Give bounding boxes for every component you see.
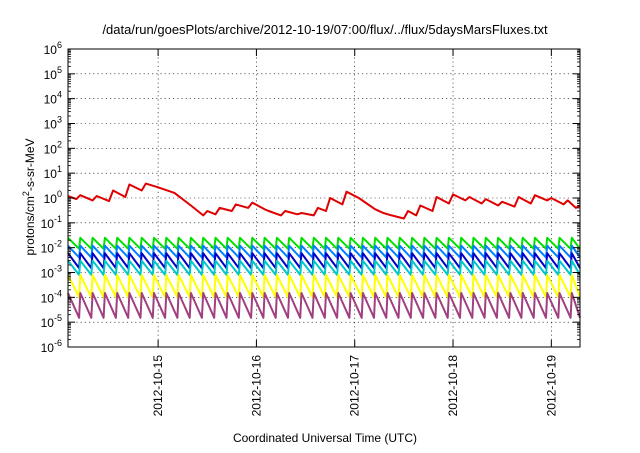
- y-tick-label: 104: [44, 90, 62, 107]
- y-tick-label: 100: [44, 189, 62, 206]
- y-tick-label: 105: [44, 65, 62, 82]
- x-tick-label: 2012-10-16: [249, 355, 263, 417]
- series-line-6: [67, 273, 581, 299]
- y-axis-label-rest: -s-sr-MeV: [23, 138, 37, 191]
- chart-title: /data/run/goesPlots/archive/2012-10-19/0…: [102, 22, 548, 37]
- y-axis-label: protons/cm2-s-sr-MeV: [21, 138, 37, 255]
- x-tick-label: 2012-10-18: [446, 355, 460, 417]
- x-tick-label: 2012-10-15: [151, 355, 165, 417]
- x-tick-label: 2012-10-17: [348, 355, 362, 417]
- grid-lines: [68, 49, 580, 347]
- y-tick-label: 10-5: [41, 313, 62, 330]
- y-tick-label: 101: [44, 164, 62, 181]
- x-tick-label: 2012-10-19: [544, 355, 558, 417]
- y-tick-label: 103: [44, 115, 62, 132]
- x-axis-label: Coordinated Universal Time (UTC): [233, 431, 417, 445]
- y-tick-label: 106: [44, 40, 62, 57]
- y-tick-label: 10-1: [41, 214, 62, 231]
- series-line-2: [67, 236, 581, 250]
- series-line-5: [67, 259, 581, 276]
- series-layer: [67, 182, 581, 319]
- series-line-7: [67, 292, 581, 319]
- y-axis-label-main: protons/cm: [23, 196, 37, 255]
- y-tick-label: 102: [44, 139, 62, 156]
- y-tick-label: 10-4: [41, 288, 62, 305]
- y-axis: 10-6 10-5 10-4 10-3 10-2 10-1 100 101 102 103 104 1…: [41, 40, 580, 355]
- series-line-1: [67, 182, 581, 220]
- y-tick-label: 10-6: [41, 338, 62, 355]
- x-axis: 2012-10-15 2012-10-16 2012-10-17 2012-10-18…: [151, 49, 558, 416]
- y-axis-label-sup: 2: [21, 191, 31, 196]
- y-tick-label: 10-3: [41, 264, 62, 281]
- y-tick-label: 10-2: [41, 239, 62, 256]
